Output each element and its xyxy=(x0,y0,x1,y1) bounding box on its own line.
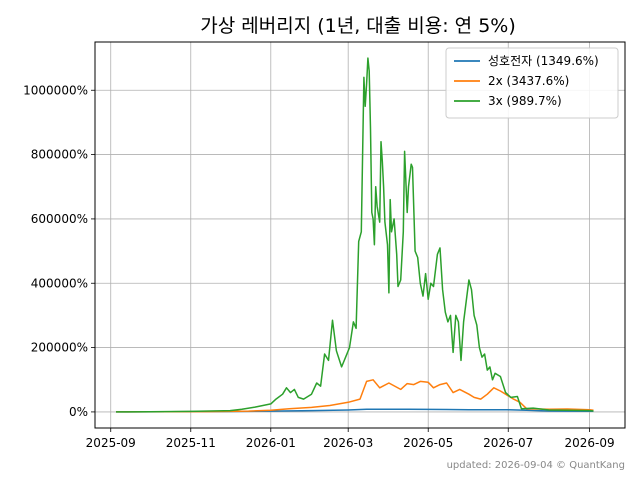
legend-label-1: 2x (3437.6%) xyxy=(488,74,569,88)
y-tick-label: 1000000% xyxy=(23,83,88,97)
x-tick-label: 2026-09 xyxy=(565,436,615,450)
series-layer xyxy=(115,57,594,413)
x-tick-label: 2026-07 xyxy=(483,436,533,450)
y-tick-label: 400000% xyxy=(31,276,88,290)
x-tick-label: 2025-09 xyxy=(86,436,136,450)
x-tick-label: 2026-05 xyxy=(403,436,453,450)
chart-title: 가상 레버리지 (1년, 대출 비용: 연 5%) xyxy=(200,15,516,37)
y-tick-label: 600000% xyxy=(31,212,88,226)
x-tick-label: 2025-11 xyxy=(166,436,216,450)
legend-box xyxy=(445,47,619,119)
plot-frame xyxy=(94,41,626,429)
x-tick-label: 2026-03 xyxy=(323,436,373,450)
y-tick-label: 800000% xyxy=(31,148,88,162)
legend-label-2: 3x (989.7%) xyxy=(488,94,562,108)
x-tick-label: 2026-01 xyxy=(246,436,296,450)
y-tick-label: 0% xyxy=(69,405,88,419)
y-tick-label: 200000% xyxy=(31,341,88,355)
series-line-2 xyxy=(115,57,594,413)
footer-credit: updated: 2026-09-04 © QuantKang xyxy=(447,460,625,471)
legend: 성호전자 (1349.6%) 2x (3437.6%) 3x (989.7%) xyxy=(445,47,619,119)
series-line-1 xyxy=(115,379,594,413)
legend-label-0: 성호전자 (1349.6%) xyxy=(488,54,599,68)
axis-ticks: 2025-09 2025-11 2026-01 2026-03 2026-05 2026-… xyxy=(23,83,615,450)
